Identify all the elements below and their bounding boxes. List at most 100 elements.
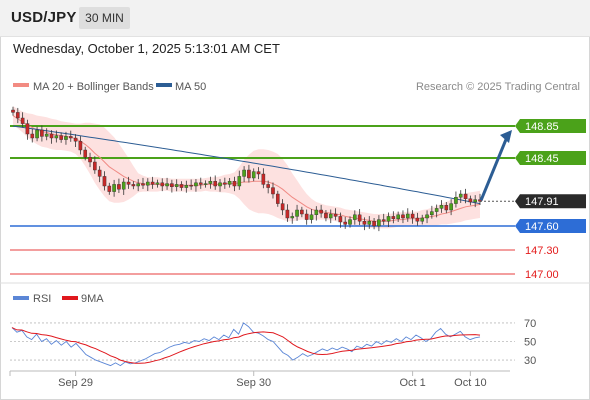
candle	[324, 210, 328, 222]
candle-body	[160, 182, 165, 187]
timestamp: Wednesday, October 1, 2025 5:13:01 AM CE…	[13, 41, 280, 56]
candle	[251, 168, 256, 182]
candle-body	[377, 219, 381, 227]
candle	[290, 212, 295, 224]
candle	[280, 199, 285, 216]
forecast-arrow-head	[500, 130, 512, 143]
candle	[150, 176, 155, 189]
candle-body	[348, 219, 352, 225]
candle	[309, 209, 314, 224]
candle	[218, 178, 222, 192]
candle-body	[271, 187, 275, 195]
rsi-line	[11, 322, 481, 367]
candle-body	[165, 183, 169, 187]
candle-body	[333, 213, 338, 217]
candle-body	[319, 209, 323, 214]
candle	[295, 204, 299, 221]
candle-body	[434, 208, 439, 212]
candle-body	[275, 193, 280, 204]
candle	[189, 179, 193, 190]
candle	[73, 134, 78, 147]
candle	[223, 177, 227, 189]
candle-body	[285, 209, 290, 219]
candle-body	[184, 184, 189, 188]
level-label-147-60: 147.60	[515, 219, 586, 233]
candle-body	[405, 213, 410, 219]
candle-body	[247, 169, 251, 179]
candle	[420, 214, 425, 225]
candle-body	[314, 209, 319, 216]
candle-body	[203, 183, 208, 185]
candle	[319, 204, 323, 218]
candle	[415, 212, 420, 226]
level-labels: 148.85 148.45 147.91 147.60 147.30 147.00	[515, 119, 586, 281]
candle-body	[20, 117, 25, 124]
candle-body	[73, 137, 78, 142]
candle-body	[30, 133, 35, 139]
candle	[242, 166, 246, 183]
candle-body	[213, 180, 218, 187]
candle-body	[194, 182, 198, 187]
candle-body	[473, 199, 477, 203]
bollinger-band-area	[13, 106, 480, 229]
candle-body	[396, 214, 400, 220]
candle	[227, 178, 232, 188]
candle-body	[357, 214, 362, 222]
candle-body	[386, 216, 391, 222]
timeframe-button[interactable]: 30 MIN	[79, 7, 130, 29]
x-tick-label: Sep 30	[236, 377, 271, 389]
candle-body	[112, 184, 116, 192]
candle	[35, 126, 39, 142]
candle	[20, 112, 25, 128]
legend: MA 20 + Bollinger Bands MA 50 Research ©…	[13, 81, 580, 305]
candle-body	[338, 216, 343, 223]
candle-body	[367, 220, 372, 225]
candle-body	[454, 196, 458, 204]
forecast-arrow	[479, 130, 512, 201]
candle-body	[415, 217, 420, 222]
moving-averages	[12, 115, 481, 222]
legend-ma50: MA 50	[175, 81, 206, 93]
legend-ma20: MA 20 + Bollinger Bands	[33, 81, 154, 93]
candle-body	[35, 129, 39, 139]
candle	[49, 130, 54, 144]
candle	[256, 167, 261, 180]
candle-body	[78, 140, 83, 151]
candle-body	[242, 169, 246, 177]
candle-body	[227, 180, 232, 185]
candle	[160, 178, 165, 192]
level-label-147-00: 147.00	[525, 269, 559, 281]
candle-body	[179, 184, 184, 188]
candle	[405, 208, 410, 222]
candle-body	[49, 133, 54, 139]
level-label-148-45: 148.45	[515, 151, 586, 165]
candle	[237, 170, 242, 190]
candle	[117, 178, 121, 194]
candle-body	[430, 211, 434, 216]
legend-swatch-9ma	[62, 296, 78, 300]
candle	[141, 177, 145, 190]
candle-body	[131, 184, 136, 187]
header-bar: USD/JPY 30 MIN	[0, 0, 590, 37]
candle	[198, 177, 203, 189]
candle-body	[25, 123, 30, 135]
candle	[396, 211, 400, 222]
candle-body	[174, 184, 179, 187]
level-label-147-91-text: 147.91	[525, 196, 559, 208]
candle	[458, 190, 463, 203]
level-label-148-45-bg	[515, 151, 586, 165]
candle-body	[44, 133, 49, 137]
candle-body	[449, 203, 453, 211]
candle	[93, 156, 97, 174]
level-label-148-85-text: 148.85	[525, 121, 559, 133]
level-label-147-60-text: 147.60	[525, 221, 559, 233]
candle	[275, 190, 280, 207]
candle	[353, 210, 357, 225]
candle	[377, 215, 381, 232]
candle	[372, 218, 376, 230]
candle	[362, 217, 367, 231]
candle	[261, 168, 266, 189]
candle	[59, 132, 63, 143]
candle-body	[117, 184, 121, 190]
